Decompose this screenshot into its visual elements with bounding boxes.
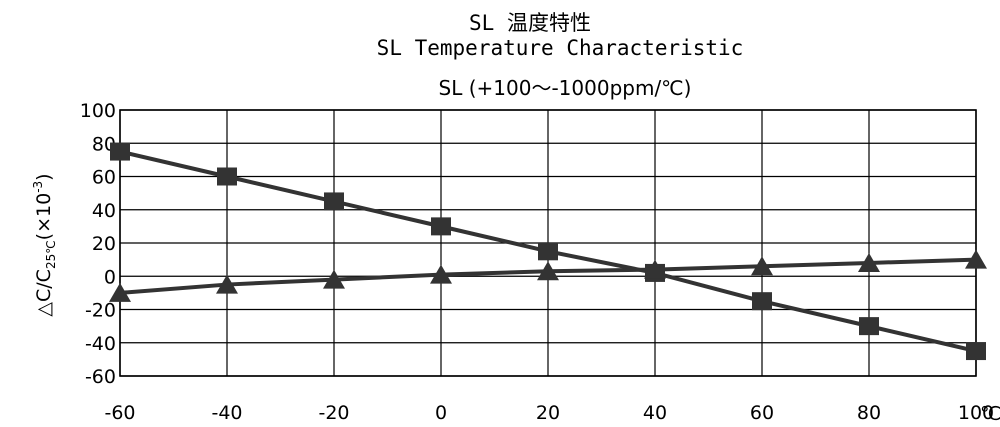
y-tick-label: -60 <box>85 366 116 388</box>
y-axis-label-sub: 25℃ <box>44 240 58 269</box>
x-tick-label: -60 <box>104 402 135 424</box>
data-point-triangle <box>430 264 452 284</box>
series-triangle <box>109 249 987 302</box>
data-point-triangle <box>537 261 559 281</box>
series-group <box>109 142 987 361</box>
y-tick-label: -40 <box>85 333 116 355</box>
data-point-square <box>538 242 558 261</box>
x-axis-unit-label: ℃ <box>980 403 1000 425</box>
y-tick-label: 20 <box>92 233 116 255</box>
data-point-triangle <box>751 256 773 276</box>
x-tick-label: 40 <box>643 402 667 424</box>
data-point-triangle <box>216 274 238 294</box>
data-point-square <box>859 317 879 336</box>
y-axis-label: △C/C25℃(×10-3) <box>31 173 58 316</box>
y-axis-label-close: ) <box>33 173 55 180</box>
y-tick-label: 0 <box>104 266 116 288</box>
x-tick-label: 80 <box>857 402 881 424</box>
x-tick-label: 100 <box>958 402 994 424</box>
x-tick-label: -40 <box>211 402 242 424</box>
y-tick-label: 60 <box>92 167 116 189</box>
data-point-triangle <box>858 252 880 272</box>
y-axis-label-sup: -3 <box>31 181 45 193</box>
y-tick-label: 100 <box>80 100 116 122</box>
y-tick-label: 80 <box>92 133 116 155</box>
plot-frame <box>119 109 977 377</box>
y-tick-label: 40 <box>92 200 116 222</box>
data-point-square <box>752 292 772 311</box>
x-tick-label: -20 <box>318 402 349 424</box>
data-point-triangle <box>965 249 987 269</box>
y-tick-labels: 100 80 60 40 20 0 -20 -40 -60 <box>80 100 116 388</box>
x-tick-label: 20 <box>536 402 560 424</box>
data-point-square <box>966 342 986 361</box>
x-tick-label: 60 <box>750 402 774 424</box>
data-point-square <box>110 142 130 161</box>
data-point-triangle <box>323 269 345 289</box>
data-point-square <box>217 167 237 186</box>
data-point-triangle <box>109 282 131 302</box>
data-point-triangle <box>644 259 666 279</box>
y-tick-label: -20 <box>85 300 116 322</box>
data-point-square <box>324 192 344 211</box>
x-tick-labels: -60 -40 -20 0 20 40 60 80 100 <box>104 402 994 424</box>
x-tick-label: 0 <box>435 402 447 424</box>
data-point-square <box>431 217 451 236</box>
chart-subtitle: SL (+100～-1000ppm/℃) <box>439 76 692 100</box>
y-axis-label-main: △C/C <box>33 269 55 317</box>
y-axis-label-paren: (×10 <box>33 193 55 241</box>
chart-title: SL Temperature Characteristic <box>377 36 744 60</box>
chart-title-zh: SL 温度特性 <box>469 11 591 35</box>
